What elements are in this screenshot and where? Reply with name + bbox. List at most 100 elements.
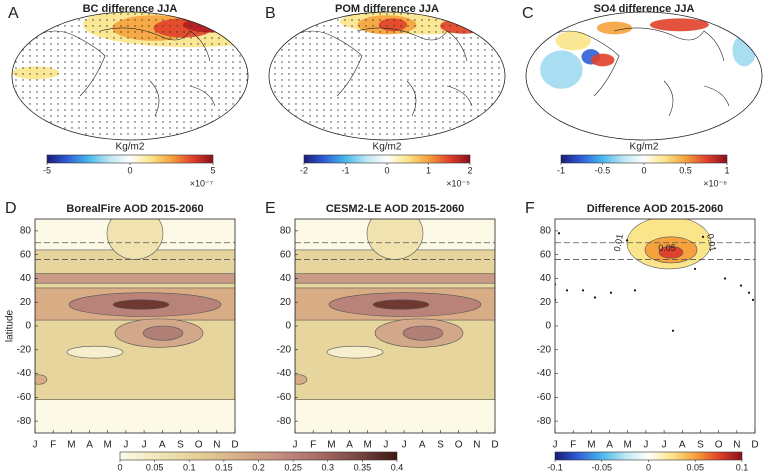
colorbar bbox=[46, 154, 214, 164]
colorbar-label: Kg/m2 bbox=[116, 142, 145, 153]
colorbar bbox=[554, 451, 743, 461]
x-tick-label: J bbox=[33, 440, 38, 451]
map bbox=[12, 12, 248, 140]
colorbar-tick-label: 0.05 bbox=[146, 462, 164, 472]
x-tick-label: A bbox=[419, 440, 426, 451]
colorbar-tick-label: 0 bbox=[127, 165, 132, 175]
contour-field bbox=[35, 219, 235, 433]
contour-level bbox=[35, 374, 48, 385]
colorbar-tick-label: -1 bbox=[341, 165, 349, 175]
y-tick-label: -80 bbox=[17, 416, 32, 427]
colorbar-tick-label: -0.05 bbox=[591, 462, 612, 472]
x-tick-label: J bbox=[142, 440, 147, 451]
contour-field bbox=[295, 219, 495, 433]
x-tick-label: N bbox=[213, 440, 220, 451]
map-shading bbox=[596, 21, 633, 35]
colorbar-tick-label: 1 bbox=[426, 165, 431, 175]
y-tick-label: -40 bbox=[17, 368, 32, 379]
panel-title: BorealFire AOD 2015-2060 bbox=[66, 203, 203, 215]
colorbar bbox=[303, 154, 471, 164]
x-tick-label: J bbox=[643, 440, 648, 451]
y-tick-label: 80 bbox=[20, 226, 32, 237]
panel-letter: E bbox=[265, 200, 276, 217]
x-tick-label: D bbox=[751, 440, 758, 451]
significance-dot bbox=[751, 298, 755, 301]
significance-dot bbox=[609, 291, 613, 294]
map-outline bbox=[11, 11, 249, 141]
panel-letter: C bbox=[522, 5, 534, 22]
significance-stipple bbox=[269, 12, 505, 140]
x-tick-label: J bbox=[383, 440, 388, 451]
y-tick-label: 0 bbox=[285, 321, 291, 332]
panel-letter: D bbox=[5, 200, 17, 217]
y-tick-label: -60 bbox=[17, 392, 32, 403]
contour-level bbox=[142, 325, 184, 341]
x-tick-label: A bbox=[679, 440, 686, 451]
y-tick-label: 20 bbox=[20, 297, 32, 308]
colorbar-tick-label: 0.15 bbox=[215, 462, 233, 472]
y-tick-label: 20 bbox=[280, 297, 292, 308]
y-tick-label: -60 bbox=[277, 392, 292, 403]
coastline bbox=[34, 27, 216, 117]
y-tick-label: 80 bbox=[280, 226, 292, 237]
contour-level bbox=[366, 219, 424, 260]
significance-dot bbox=[701, 235, 705, 238]
x-tick-label: N bbox=[473, 440, 480, 451]
x-tick-label: A bbox=[86, 440, 93, 451]
y-tick-label: 60 bbox=[280, 249, 292, 260]
map-outline bbox=[268, 11, 506, 141]
colorbar-tick-label: 1 bbox=[724, 165, 729, 175]
x-tick-label: J bbox=[293, 440, 298, 451]
x-tick-label: O bbox=[195, 440, 203, 451]
colorbar-tick-label: 2 bbox=[467, 165, 472, 175]
y-tick-label: -80 bbox=[537, 416, 552, 427]
y-tick-label: -40 bbox=[277, 368, 292, 379]
y-tick-label: 60 bbox=[20, 249, 32, 260]
colorbar-tick-label: -5 bbox=[43, 165, 51, 175]
significance-dot bbox=[593, 296, 597, 299]
map-outline bbox=[525, 11, 763, 141]
contour-level bbox=[112, 299, 170, 310]
colorbar-tick-label: 0.1 bbox=[736, 462, 749, 472]
colorbar-tick-label: 0 bbox=[384, 165, 389, 175]
y-tick-label: 40 bbox=[540, 273, 552, 284]
x-tick-label: J bbox=[662, 440, 667, 451]
x-tick-label: J bbox=[123, 440, 128, 451]
contour-label: 0.05 bbox=[658, 243, 676, 253]
x-tick-label: S bbox=[697, 440, 704, 451]
colorbar-label: Kg/m2 bbox=[373, 142, 402, 153]
colorbar-tick-label: 0.35 bbox=[354, 462, 372, 472]
y-tick-label: 0 bbox=[25, 321, 31, 332]
y-axis-label: latitude bbox=[5, 309, 16, 342]
x-tick-label: M bbox=[364, 440, 372, 451]
colorbar-tick-label: 0.1 bbox=[183, 462, 196, 472]
x-tick-label: F bbox=[310, 440, 316, 451]
contour-band bbox=[295, 273, 495, 284]
colorbar-tick-label: 0.2 bbox=[252, 462, 265, 472]
x-tick-label: D bbox=[231, 440, 238, 451]
map-shading bbox=[540, 50, 583, 89]
x-tick-label: A bbox=[346, 440, 353, 451]
contour-level bbox=[66, 345, 124, 359]
x-tick-label: A bbox=[159, 440, 166, 451]
map-shading bbox=[555, 31, 591, 51]
significance-dot bbox=[625, 239, 629, 242]
significance-dot bbox=[693, 267, 697, 271]
x-tick-label: N bbox=[733, 440, 740, 451]
significance-dot bbox=[739, 284, 743, 287]
panel-letter: B bbox=[265, 5, 276, 22]
panel-title: Difference AOD 2015-2060 bbox=[587, 203, 724, 215]
colorbar-tick-label: 0.3 bbox=[321, 462, 334, 472]
contour-field bbox=[555, 219, 755, 433]
colorbar-tick-label: 0 bbox=[646, 462, 651, 472]
panel-title: CESM2-LE AOD 2015-2060 bbox=[326, 203, 464, 215]
x-tick-label: F bbox=[570, 440, 576, 451]
significance-dot bbox=[557, 232, 561, 235]
y-tick-label: -40 bbox=[537, 368, 552, 379]
y-tick-label: 60 bbox=[540, 249, 552, 260]
significance-dot bbox=[581, 289, 585, 292]
map bbox=[269, 12, 505, 140]
map bbox=[526, 12, 762, 140]
colorbar-label: Kg/m2 bbox=[630, 142, 659, 153]
